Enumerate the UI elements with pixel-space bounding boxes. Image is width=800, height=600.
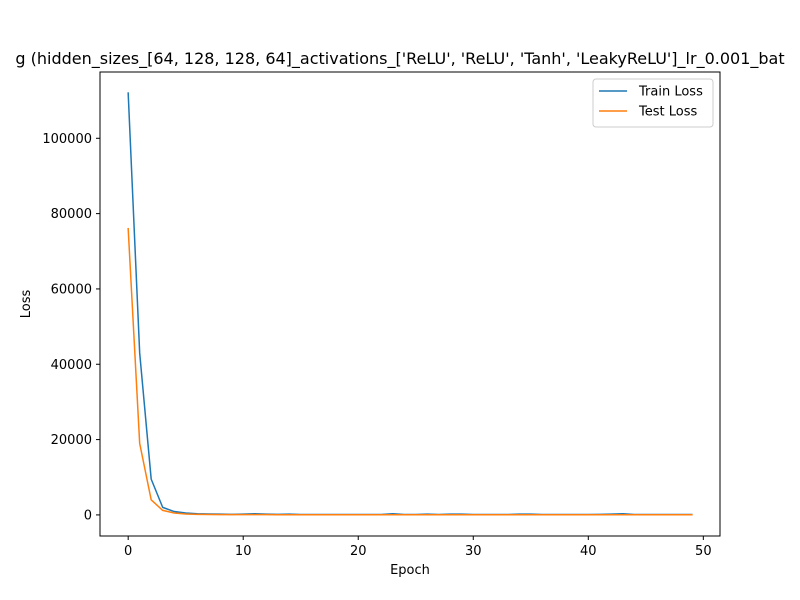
x-tick-label: 40 bbox=[580, 544, 597, 559]
y-tick-label: 40000 bbox=[51, 358, 92, 373]
y-tick-label: 60000 bbox=[51, 282, 92, 297]
y-tick-label: 100000 bbox=[42, 132, 92, 147]
legend-entry: Train Loss bbox=[638, 85, 703, 100]
legend-entry: Test Loss bbox=[638, 105, 697, 120]
chart-title: g (hidden_sizes_[64, 128, 128, 64]_activ… bbox=[15, 49, 784, 69]
y-tick-label: 0 bbox=[84, 508, 92, 523]
y-tick-label: 80000 bbox=[51, 207, 92, 222]
legend: Train Loss Test Loss bbox=[592, 78, 714, 128]
y-tick-label: 20000 bbox=[51, 433, 92, 448]
x-tick-label: 20 bbox=[350, 544, 367, 559]
series-line-test-loss bbox=[127, 227, 693, 516]
x-tick-label: 0 bbox=[124, 544, 132, 559]
x-tick-label: 10 bbox=[235, 544, 252, 559]
plot-frame bbox=[99, 71, 721, 537]
x-tick-label: 50 bbox=[695, 544, 712, 559]
y-axis-label: Loss bbox=[19, 290, 34, 319]
plot-area: 0 10 20 30 40 50 0 20000 40000 60000 80000 100000 bbox=[42, 71, 721, 559]
x-tick-label: 30 bbox=[465, 544, 482, 559]
series-line-train-loss bbox=[127, 92, 693, 516]
x-axis-label: Epoch bbox=[390, 563, 430, 578]
